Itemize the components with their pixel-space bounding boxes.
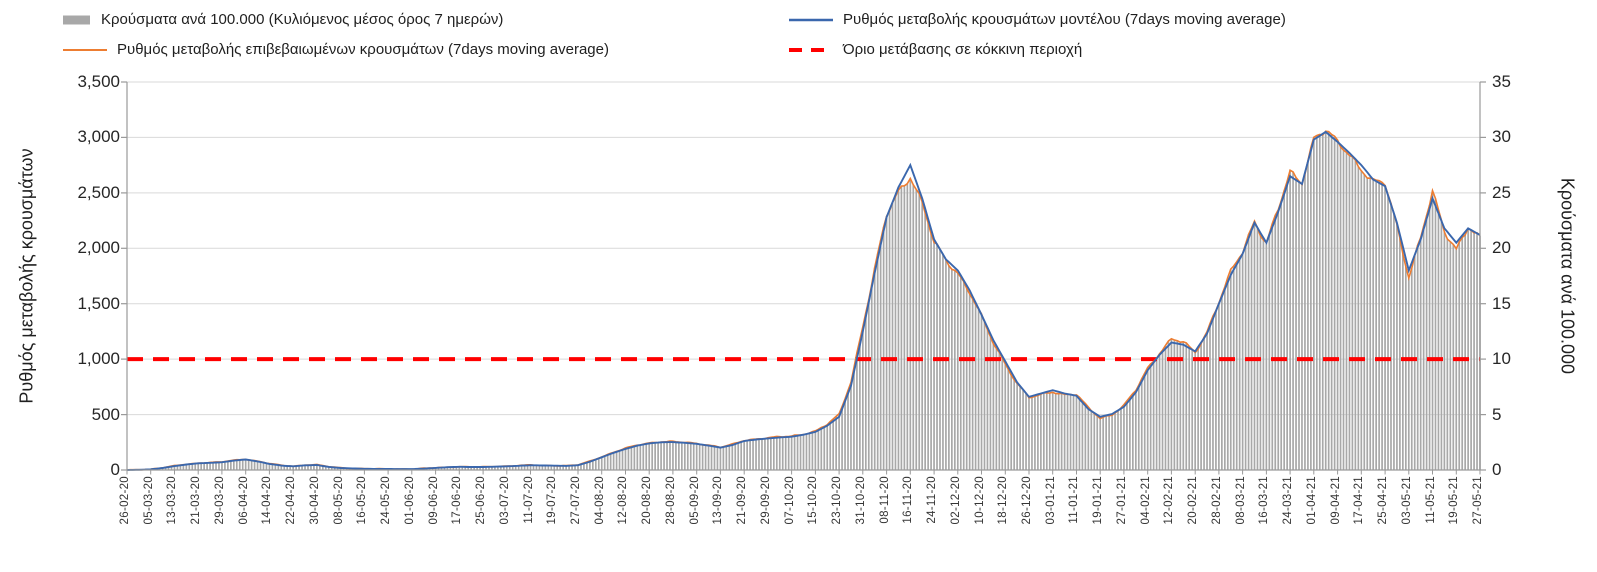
x-axis-tick-label: 21-09-20 — [736, 476, 749, 525]
x-axis-tick-label: 12-08-20 — [617, 476, 630, 525]
x-axis-tick-label: 30-04-20 — [308, 476, 321, 525]
right-axis-tick-label: 20 — [1492, 238, 1511, 258]
bars-legend-swatch-icon — [63, 15, 90, 24]
model-line — [126, 130, 1481, 471]
x-axis-tick-label: 17-04-21 — [1353, 476, 1366, 525]
x-axis-tick-label: 04-08-20 — [593, 476, 606, 525]
legend-label-bars: Κρούσματα ανά 100.000 (Κυλιόμενος μέσος … — [101, 11, 504, 28]
x-axis-tick-label: 11-05-21 — [1424, 476, 1437, 524]
legend-item-model: Ρυθμός μεταβολής κρουσμάτων μοντέλου (7d… — [788, 11, 1286, 28]
x-axis-tick-label: 27-01-21 — [1115, 476, 1128, 525]
x-axis-tick-label: 10-12-20 — [973, 476, 986, 525]
x-axis-tick-label: 27-07-20 — [570, 476, 582, 525]
left-axis-tick-label: 1,500 — [77, 293, 120, 313]
x-axis-tick-label: 24-05-20 — [380, 476, 393, 525]
x-axis-tick-label: 04-02-21 — [1139, 476, 1152, 525]
x-axis-tick-label: 23-10-20 — [831, 476, 844, 525]
x-axis-tick-label: 28-02-21 — [1210, 476, 1223, 525]
confirmed-line-legend-swatch-icon — [63, 48, 107, 51]
x-axis-tick-label: 14-04-20 — [261, 476, 274, 525]
x-axis-tick-label: 01-06-20 — [403, 476, 416, 525]
legend-label-model: Ρυθμός μεταβολής κρουσμάτων μοντέλου (7d… — [843, 11, 1286, 28]
right-axis-tick-label: 5 — [1492, 404, 1502, 424]
x-axis-tick-label: 13-09-20 — [712, 476, 725, 525]
x-axis-tick-label: 11-07-20 — [522, 476, 535, 524]
x-axis-tick-label: 16-05-20 — [356, 476, 369, 525]
x-axis-tick-label: 26-02-20 — [119, 476, 131, 525]
x-axis-tick-label: 08-11-20 — [878, 476, 891, 524]
x-axis-tick-label: 09-06-20 — [427, 476, 440, 525]
right-axis-tick-label: 25 — [1492, 182, 1511, 202]
x-axis-tick-label: 15-10-20 — [807, 476, 820, 525]
x-axis-tick-label: 03-01-21 — [1044, 476, 1057, 525]
x-axis-tick-label: 27-05-21 — [1472, 476, 1484, 525]
model-line-legend-swatch-icon — [789, 18, 833, 21]
right-axis-tick-label: 10 — [1492, 349, 1511, 369]
x-axis-tick-label: 06-04-20 — [237, 476, 250, 525]
left-axis-tick-label: 2,000 — [77, 238, 120, 258]
x-axis-tick-label: 03-07-20 — [498, 476, 511, 525]
x-axis-tick-label: 05-09-20 — [688, 476, 701, 525]
x-axis-tick-label: 17-06-20 — [451, 476, 464, 525]
x-axis-tick-label: 08-05-20 — [332, 476, 345, 525]
x-axis-tick-label: 16-03-21 — [1258, 476, 1271, 525]
x-axis-tick-label: 29-09-20 — [759, 476, 772, 525]
x-axis-tick-label: 19-05-21 — [1448, 476, 1461, 525]
right-axis-tick-label: 0 — [1492, 460, 1502, 479]
right-axis-tick-label: 15 — [1492, 293, 1511, 313]
x-axis-tick-label: 22-04-20 — [285, 476, 298, 525]
right-axis-tick-label: 35 — [1492, 72, 1511, 91]
legend-item-threshold: Όριο μετάβασης σε κόκκινη περιοχή — [788, 41, 1082, 58]
x-axis-tick-label: 02-12-20 — [949, 476, 962, 525]
x-axis-tick-label: 05-03-20 — [142, 476, 155, 525]
left-axis-tick-label: 1,000 — [77, 349, 120, 369]
x-axis-tick-label: 20-08-20 — [641, 476, 654, 525]
legend-item-confirmed: Ρυθμός μεταβολής επιβεβαιωμένων κρουσμάτ… — [62, 41, 609, 58]
x-axis-tick-label: 07-10-20 — [783, 476, 796, 525]
left-axis-tick-label: 3,500 — [77, 72, 120, 91]
x-axis-tick-label: 28-08-20 — [664, 476, 677, 525]
confirmed-line — [126, 130, 1481, 471]
x-axis-tick-label: 03-05-21 — [1400, 476, 1413, 525]
x-axis-tick-label: 25-04-21 — [1377, 476, 1390, 525]
right-axis-tick-label: 30 — [1492, 127, 1511, 147]
x-axis-tick-label: 20-02-21 — [1187, 476, 1200, 525]
left-axis-tick-label: 0 — [110, 460, 120, 479]
legend-label-confirmed: Ρυθμός μεταβολής επιβεβαιωμένων κρουσμάτ… — [117, 41, 609, 58]
x-axis-tick-label: 09-04-21 — [1329, 476, 1342, 525]
bars-series — [129, 131, 1481, 471]
x-axis-tick-label: 08-03-21 — [1234, 476, 1247, 525]
x-axis-tick-label: 24-03-21 — [1282, 476, 1295, 525]
x-axis-tick-label: 25-06-20 — [475, 476, 488, 525]
x-axis-tick-label: 29-03-20 — [213, 476, 226, 525]
legend-label-threshold: Όριο μετάβασης σε κόκκινη περιοχή — [843, 41, 1083, 58]
x-axis-tick-label: 11-01-21 — [1068, 476, 1081, 524]
left-axis-tick-label: 500 — [91, 404, 120, 424]
x-axis-tick-label: 26-12-20 — [1021, 476, 1033, 525]
x-axis-tick-label: 01-04-21 — [1305, 476, 1318, 525]
x-axis-tick-label: 13-03-20 — [166, 476, 179, 525]
x-axis-tick-label: 12-02-21 — [1163, 476, 1176, 525]
left-axis-tick-label: 3,000 — [77, 127, 120, 147]
x-axis-tick-label: 19-07-20 — [546, 476, 559, 525]
x-axis-tick-label: 21-03-20 — [190, 476, 203, 525]
threshold-dashed-legend-swatch-icon — [789, 47, 833, 52]
x-axis-tick-label: 24-11-20 — [926, 476, 939, 524]
left-axis-tick-label: 2,500 — [77, 182, 120, 202]
x-axis-tick-label: 31-10-20 — [854, 476, 867, 525]
x-axis-tick-label: 19-01-21 — [1092, 476, 1105, 525]
x-axis-tick-label: 16-11-20 — [902, 476, 915, 524]
legend-item-bars: Κρούσματα ανά 100.000 (Κυλιόμενος μέσος … — [62, 11, 503, 28]
x-axis-tick-label: 18-12-20 — [997, 476, 1010, 525]
